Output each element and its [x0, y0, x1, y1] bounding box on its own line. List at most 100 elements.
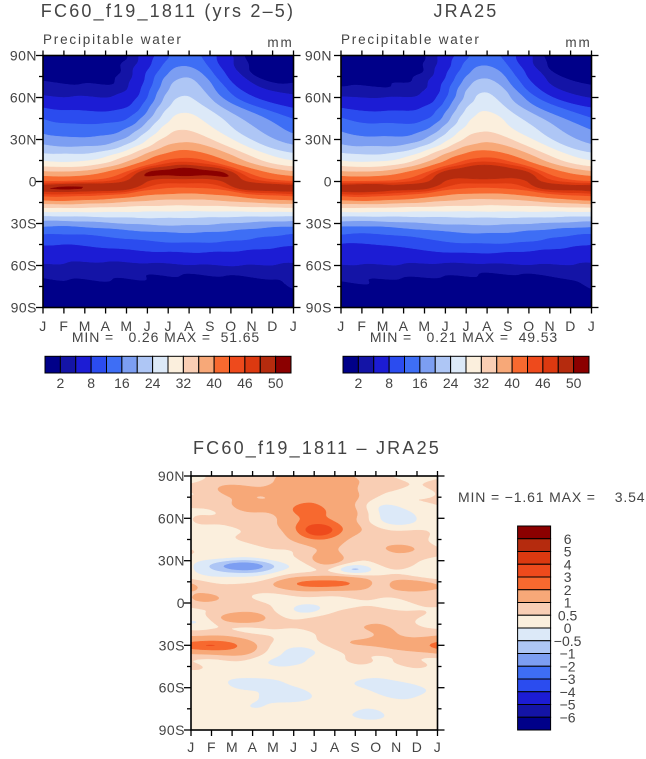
svg-text:A: A	[330, 739, 340, 755]
svg-text:A: A	[482, 318, 492, 334]
svg-text:J: J	[337, 318, 345, 334]
svg-text:N: N	[391, 739, 402, 755]
svg-text:0: 0	[29, 174, 37, 190]
svg-text:2: 2	[564, 582, 572, 598]
svg-text:30S: 30S	[306, 216, 332, 232]
svg-text:M: M	[226, 739, 238, 755]
svg-text:60N: 60N	[305, 90, 332, 106]
svg-text:N: N	[246, 318, 257, 334]
svg-text:M: M	[267, 739, 279, 755]
svg-text:J: J	[290, 318, 298, 334]
svg-text:90N: 90N	[158, 468, 185, 484]
svg-text:−6: −6	[560, 709, 576, 725]
svg-text:mm: mm	[267, 35, 293, 50]
svg-text:8: 8	[385, 375, 393, 391]
svg-text:A: A	[101, 318, 111, 334]
svg-text:50: 50	[268, 375, 284, 391]
svg-text:A: A	[248, 739, 258, 755]
svg-text:D: D	[412, 739, 423, 755]
svg-text:N: N	[544, 318, 555, 334]
svg-text:S: S	[205, 318, 215, 334]
svg-text:S: S	[350, 739, 360, 755]
svg-text:46: 46	[535, 375, 551, 391]
svg-text:60S: 60S	[159, 680, 185, 696]
svg-text:16: 16	[114, 375, 130, 391]
svg-text:D: D	[565, 318, 576, 334]
svg-text:M: M	[377, 318, 389, 334]
svg-text:30N: 30N	[305, 132, 332, 148]
svg-text:−5: −5	[560, 697, 576, 713]
svg-text:F: F	[357, 318, 366, 334]
svg-text:60S: 60S	[11, 258, 37, 274]
svg-text:6: 6	[564, 531, 572, 547]
svg-text:M: M	[79, 318, 91, 334]
svg-text:30N: 30N	[158, 553, 185, 569]
svg-text:60N: 60N	[10, 90, 37, 106]
svg-text:J: J	[310, 739, 318, 755]
svg-text:30S: 30S	[11, 216, 37, 232]
svg-text:32: 32	[474, 375, 490, 391]
svg-text:30N: 30N	[10, 132, 37, 148]
svg-text:Precipitable water: Precipitable water	[341, 32, 481, 47]
svg-text:5: 5	[564, 544, 572, 560]
svg-text:32: 32	[176, 375, 192, 391]
svg-text:24: 24	[145, 375, 161, 391]
svg-text:60N: 60N	[158, 510, 185, 526]
svg-text:90S: 90S	[306, 300, 332, 316]
svg-text:2: 2	[56, 375, 64, 391]
svg-text:O: O	[370, 739, 381, 755]
svg-text:J: J	[434, 739, 442, 755]
svg-text:FC60_f19_1811 (yrs 2–5): FC60_f19_1811 (yrs 2–5)	[41, 1, 295, 22]
svg-text:J: J	[164, 318, 172, 334]
svg-text:−4: −4	[560, 684, 576, 700]
svg-text:60S: 60S	[306, 258, 332, 274]
svg-text:90N: 90N	[305, 48, 332, 64]
svg-text:A: A	[184, 318, 194, 334]
svg-text:M: M	[418, 318, 430, 334]
svg-text:F: F	[59, 318, 68, 334]
svg-text:M: M	[120, 318, 132, 334]
svg-text:O: O	[523, 318, 534, 334]
svg-text:50: 50	[566, 375, 582, 391]
svg-text:90N: 90N	[10, 48, 37, 64]
svg-text:24: 24	[443, 375, 459, 391]
svg-text:A: A	[399, 318, 409, 334]
svg-text:3: 3	[564, 569, 572, 585]
svg-text:J: J	[462, 318, 470, 334]
svg-text:O: O	[225, 318, 236, 334]
svg-text:2: 2	[354, 375, 362, 391]
svg-text:−1: −1	[560, 646, 576, 662]
svg-text:J: J	[442, 318, 450, 334]
svg-text:MIN = 0.21 MAX = 49.53: MIN = 0.21 MAX = 49.53	[370, 329, 558, 345]
svg-text:90S: 90S	[11, 300, 37, 316]
svg-text:MIN = −1.61 MAX = 3.54: MIN = −1.61 MAX = 3.54	[458, 489, 645, 505]
svg-text:D: D	[267, 318, 278, 334]
svg-text:0: 0	[177, 595, 185, 611]
svg-text:0: 0	[324, 174, 332, 190]
svg-text:46: 46	[237, 375, 253, 391]
svg-text:Precipitable water: Precipitable water	[43, 32, 183, 47]
svg-text:S: S	[503, 318, 513, 334]
svg-text:−3: −3	[560, 671, 576, 687]
svg-text:J: J	[588, 318, 596, 334]
svg-text:0.5: 0.5	[558, 607, 578, 623]
svg-text:mm: mm	[565, 35, 591, 50]
svg-text:FC60_f19_1811 – JRA25: FC60_f19_1811 – JRA25	[193, 438, 441, 459]
svg-text:−0.5: −0.5	[554, 633, 582, 649]
svg-text:J: J	[187, 739, 195, 755]
svg-text:4: 4	[564, 556, 572, 572]
svg-text:J: J	[39, 318, 47, 334]
svg-text:J: J	[290, 739, 298, 755]
svg-text:1: 1	[564, 595, 572, 611]
svg-text:J: J	[144, 318, 152, 334]
svg-text:16: 16	[412, 375, 428, 391]
svg-text:40: 40	[504, 375, 520, 391]
svg-text:−2: −2	[560, 658, 576, 674]
svg-text:30S: 30S	[159, 637, 185, 653]
svg-text:F: F	[207, 739, 216, 755]
svg-text:40: 40	[206, 375, 222, 391]
svg-text:JRA25: JRA25	[433, 1, 498, 21]
svg-text:8: 8	[87, 375, 95, 391]
svg-text:0: 0	[564, 620, 572, 636]
svg-text:MIN = 0.26 MAX = 51.65: MIN = 0.26 MAX = 51.65	[72, 329, 260, 345]
